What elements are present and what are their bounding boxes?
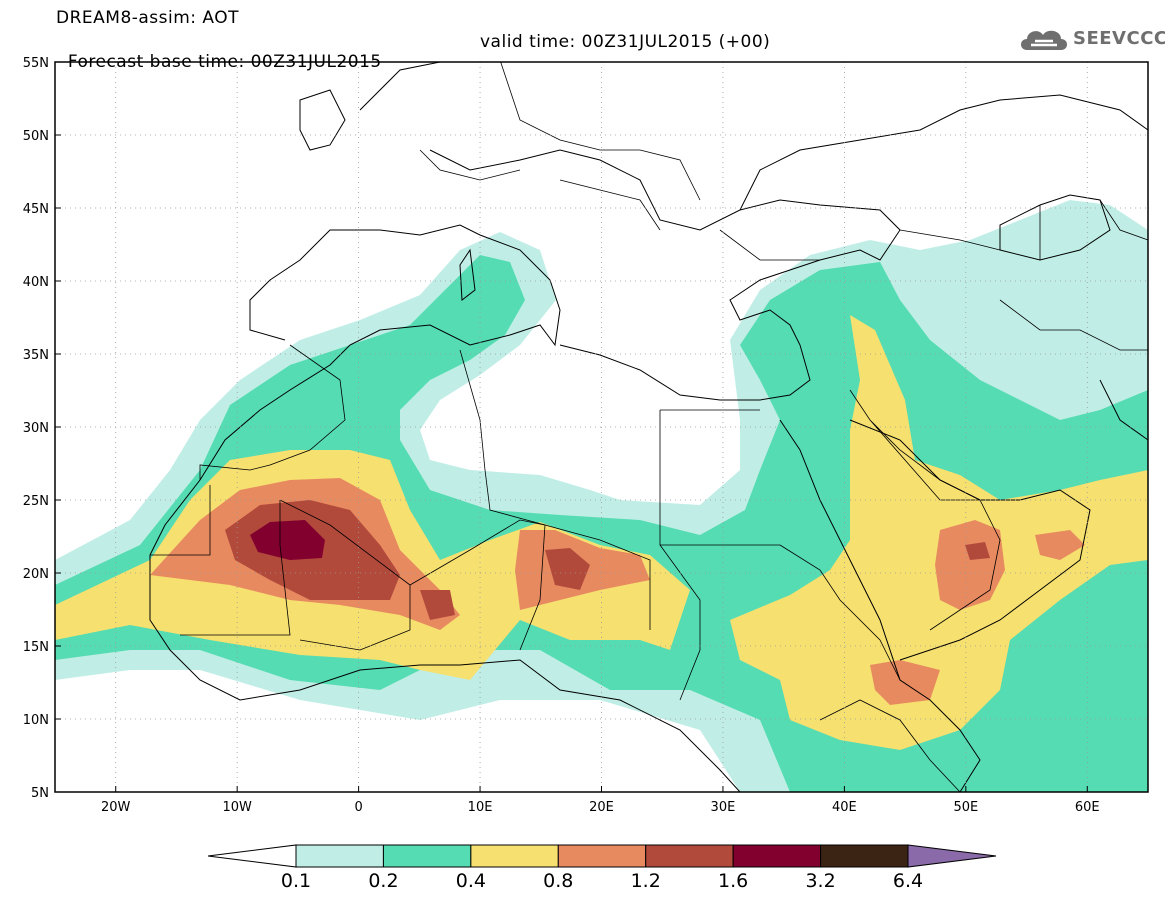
- colorbar-label: 0.8: [543, 870, 573, 892]
- lat-tick-label: 55N: [23, 56, 49, 71]
- aot-band-0.8: [150, 478, 1085, 705]
- colorbar-label: 0.1: [281, 870, 311, 892]
- seevccc-logo: SEEVCCC: [1017, 24, 1165, 54]
- lon-tick-label: 20E: [589, 800, 614, 815]
- colorbar-swatch-7: [820, 844, 909, 868]
- colorbar-left-arrow: [207, 844, 297, 868]
- lat-tick-label: 40N: [23, 275, 49, 290]
- lon-tick-label: 40E: [832, 800, 857, 815]
- colorbar-label: 0.4: [456, 870, 486, 892]
- colorbar-label: 3.2: [805, 870, 835, 892]
- lon-tick-label: 30E: [711, 800, 736, 815]
- coastlines: [149, 62, 1148, 792]
- cloud-logo-icon: [1021, 30, 1067, 50]
- lat-tick-label: 25N: [23, 494, 49, 509]
- colorbar-right-arrow: [907, 844, 997, 868]
- lon-tick-label: 10E: [468, 800, 493, 815]
- lon-tick-label: 50E: [953, 800, 978, 815]
- aot-field: [55, 200, 1148, 792]
- lat-tick-label: 5N: [31, 786, 49, 801]
- country-borders: [150, 62, 1148, 792]
- lat-tick-label: 50N: [23, 129, 49, 144]
- colorbar-label: 1.6: [718, 870, 748, 892]
- lon-tick-label: 10W: [222, 800, 252, 815]
- logo-text: SEEVCCC: [1073, 28, 1165, 49]
- aot-band-1.6: [250, 520, 325, 560]
- colorbar-label: 0.2: [368, 870, 398, 892]
- colorbar-label: 1.2: [631, 870, 661, 892]
- colorbar-swatch-6: [732, 844, 822, 868]
- lon-tick-label: 20W: [101, 800, 131, 815]
- colorbar-swatch-5: [645, 844, 734, 868]
- colorbar-swatch-1: [295, 844, 384, 868]
- colorbar-swatch-3: [470, 844, 559, 868]
- lat-tick-label: 10N: [23, 713, 49, 728]
- lat-tick-label: 35N: [23, 348, 49, 363]
- lat-tick-label: 30N: [23, 421, 49, 436]
- aot-band-0.4: [55, 315, 1148, 750]
- map-title: DREAM8-assim: AOT: [56, 8, 240, 28]
- valid-time-label: valid time: 00Z31JUL2015 (+00): [480, 32, 771, 52]
- lat-tick-label: 20N: [23, 567, 49, 582]
- lat-tick-label: 15N: [23, 640, 49, 655]
- axis-ticks: 20W 10W 0 10E 20E 30E 40E 50E 60E 55N 50N 45N 40N 35N…: [23, 56, 1100, 815]
- colorbar-swatch-2: [382, 844, 472, 868]
- lon-tick-label: 0: [354, 800, 362, 815]
- colorbar-label: 6.4: [893, 870, 923, 892]
- lon-tick-label: 60E: [1075, 800, 1100, 815]
- colorbar-swatch-4: [557, 844, 647, 868]
- aot-band-1.2: [225, 500, 990, 620]
- lat-tick-label: 45N: [23, 202, 49, 217]
- graticule: [55, 62, 1148, 792]
